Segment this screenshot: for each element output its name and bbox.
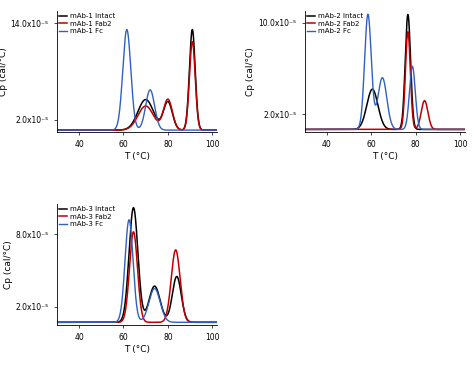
mAb-3 Fab2 — [197, 320, 202, 324]
mAb-3 Intact — [215, 320, 221, 324]
mAb-2 Fab2 — [369, 127, 375, 132]
Y-axis label: Cp (cal/°C): Cp (cal/°C) — [3, 240, 12, 289]
mAb-1 Fab2 — [219, 128, 224, 132]
mAb-1 Fab2 — [79, 128, 84, 132]
mAb-2 Fc — [365, 12, 371, 17]
Y-axis label: Cp (cal/°C): Cp (cal/°C) — [246, 47, 255, 96]
Line: mAb-2 Fc: mAb-2 Fc — [300, 14, 469, 130]
mAb-2 Intact — [297, 127, 303, 132]
mAb-1 Fc — [50, 128, 55, 132]
mAb-2 Fc — [463, 127, 468, 132]
mAb-2 Fc — [369, 75, 375, 79]
Line: mAb-1 Intact: mAb-1 Intact — [53, 30, 221, 130]
mAb-2 Fc — [297, 127, 303, 132]
Line: mAb-3 Fc: mAb-3 Fc — [53, 220, 221, 322]
mAb-2 Intact — [362, 111, 368, 115]
mAb-3 Fab2 — [50, 320, 55, 324]
mAb-3 Fc — [122, 267, 128, 271]
X-axis label: T (°C): T (°C) — [124, 345, 150, 354]
mAb-1 Intact — [79, 128, 84, 132]
Legend: mAb-1 Intact, mAb-1 Fab2, mAb-1 Fc: mAb-1 Intact, mAb-1 Fab2, mAb-1 Fc — [59, 13, 115, 34]
mAb-1 Intact — [190, 27, 195, 32]
mAb-1 Fab2 — [197, 125, 202, 129]
mAb-2 Intact — [405, 12, 411, 17]
mAb-3 Fc — [69, 320, 74, 324]
mAb-3 Fab2 — [219, 320, 224, 324]
mAb-2 Fab2 — [297, 127, 303, 132]
mAb-3 Fc — [79, 320, 84, 324]
mAb-3 Fc — [197, 320, 202, 324]
mAb-1 Fc — [69, 128, 74, 132]
mAb-2 Fc — [466, 127, 472, 132]
mAb-3 Fc — [114, 319, 120, 323]
mAb-1 Intact — [69, 128, 74, 132]
mAb-1 Fab2 — [69, 128, 74, 132]
mAb-3 Intact — [69, 320, 74, 324]
mAb-3 Fc — [50, 320, 55, 324]
mAb-1 Fab2 — [114, 128, 120, 132]
mAb-3 Fc — [126, 218, 132, 222]
mAb-1 Fab2 — [50, 128, 55, 132]
mAb-2 Fc — [445, 127, 450, 132]
mAb-1 Intact — [50, 128, 55, 132]
mAb-2 Intact — [463, 127, 468, 132]
mAb-1 Intact — [114, 128, 120, 132]
mAb-3 Intact — [122, 306, 128, 310]
mAb-2 Fab2 — [362, 127, 368, 132]
mAb-2 Fc — [327, 127, 332, 132]
Line: mAb-3 Fab2: mAb-3 Fab2 — [53, 232, 221, 322]
mAb-1 Fab2 — [122, 127, 128, 132]
mAb-3 Intact — [197, 320, 202, 324]
mAb-3 Intact — [114, 320, 120, 324]
Y-axis label: Cp (cal/°C): Cp (cal/°C) — [0, 47, 8, 96]
X-axis label: T (°C): T (°C) — [372, 152, 398, 161]
Line: mAb-2 Intact: mAb-2 Intact — [300, 14, 469, 130]
mAb-2 Fc — [317, 127, 322, 132]
Line: mAb-1 Fab2: mAb-1 Fab2 — [53, 42, 221, 130]
mAb-2 Intact — [445, 127, 450, 132]
mAb-1 Fc — [215, 128, 221, 132]
mAb-3 Intact — [219, 320, 224, 324]
mAb-2 Fc — [362, 51, 368, 55]
mAb-1 Intact — [215, 128, 221, 132]
mAb-3 Intact — [50, 320, 55, 324]
mAb-1 Intact — [122, 127, 128, 132]
mAb-3 Fab2 — [79, 320, 84, 324]
mAb-1 Fc — [124, 27, 130, 32]
Line: mAb-3 Intact: mAb-3 Intact — [53, 208, 221, 322]
mAb-3 Fab2 — [69, 320, 74, 324]
mAb-2 Intact — [317, 127, 322, 132]
mAb-2 Intact — [466, 127, 472, 132]
mAb-2 Fab2 — [463, 127, 468, 132]
mAb-1 Fc — [122, 44, 128, 48]
mAb-1 Fab2 — [190, 39, 195, 44]
mAb-2 Intact — [327, 127, 332, 132]
mAb-1 Fc — [79, 128, 84, 132]
mAb-3 Fab2 — [215, 320, 221, 324]
mAb-2 Fab2 — [405, 30, 411, 34]
mAb-2 Fab2 — [327, 127, 332, 132]
mAb-3 Intact — [79, 320, 84, 324]
mAb-2 Intact — [369, 87, 375, 92]
mAb-2 Fab2 — [317, 127, 322, 132]
mAb-3 Fab2 — [131, 230, 137, 234]
mAb-1 Fab2 — [215, 128, 221, 132]
mAb-2 Fab2 — [445, 127, 450, 132]
mAb-3 Fc — [215, 320, 221, 324]
mAb-1 Fc — [219, 128, 224, 132]
mAb-1 Intact — [219, 128, 224, 132]
mAb-2 Fab2 — [466, 127, 472, 132]
mAb-3 Fab2 — [122, 313, 128, 317]
Legend: mAb-3 Intact, mAb-3 Fab2, mAb-3 Fc: mAb-3 Intact, mAb-3 Fab2, mAb-3 Fc — [59, 206, 115, 227]
X-axis label: T (°C): T (°C) — [124, 152, 150, 161]
mAb-1 Intact — [197, 124, 202, 129]
Legend: mAb-2 Intact, mAb-2 Fab2, mAb-2 Fc: mAb-2 Intact, mAb-2 Fab2, mAb-2 Fc — [307, 13, 363, 34]
mAb-3 Fc — [219, 320, 224, 324]
Line: mAb-1 Fc: mAb-1 Fc — [53, 30, 221, 130]
mAb-3 Fab2 — [114, 320, 120, 324]
mAb-1 Fc — [197, 128, 202, 132]
Line: mAb-2 Fab2: mAb-2 Fab2 — [300, 32, 469, 130]
mAb-3 Intact — [131, 206, 137, 210]
mAb-1 Fc — [114, 123, 120, 127]
